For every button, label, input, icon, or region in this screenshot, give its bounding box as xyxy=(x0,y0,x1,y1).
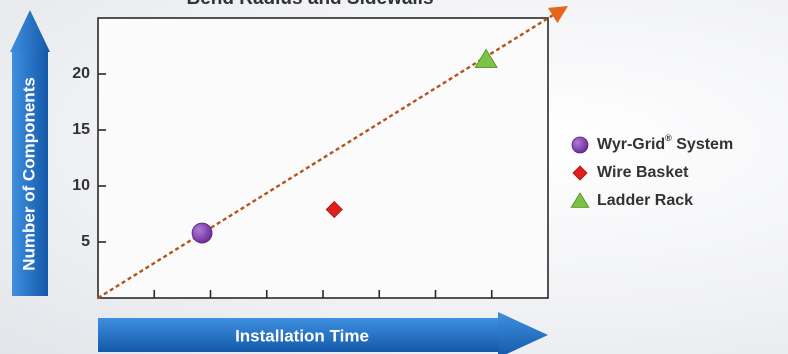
legend-marker-diamond xyxy=(572,165,588,181)
legend-marker-triangle xyxy=(570,192,590,208)
data-point-triangle xyxy=(474,48,498,68)
y-tick-label: 20 xyxy=(72,65,90,82)
y-axis-label: Number of Components xyxy=(19,77,38,271)
data-points xyxy=(191,48,498,244)
data-point-circle xyxy=(191,222,213,244)
y-tick-label: 15 xyxy=(72,121,90,138)
data-point-diamond xyxy=(325,200,343,219)
x-axis-arrow: Installation Time xyxy=(98,312,548,354)
chart-title: Bend Radius and Sidewalls xyxy=(186,0,433,9)
legend-label: Wyr-Grid® System xyxy=(597,133,733,153)
legend-label: Wire Basket xyxy=(597,164,689,181)
x-axis-label: Installation Time xyxy=(235,326,369,345)
legend-marker-circle xyxy=(571,136,589,154)
axes-ticks: 5 10 15 20 xyxy=(72,65,493,298)
y-tick-label: 10 xyxy=(72,177,90,194)
legend: Wyr-Grid® System Wire Basket Ladder Rack xyxy=(570,133,733,209)
legend-label: Ladder Rack xyxy=(597,192,693,209)
y-tick-label: 5 xyxy=(81,233,90,250)
y-axis-arrow: Number of Components xyxy=(10,10,50,296)
trend-arrow-head xyxy=(547,6,568,24)
